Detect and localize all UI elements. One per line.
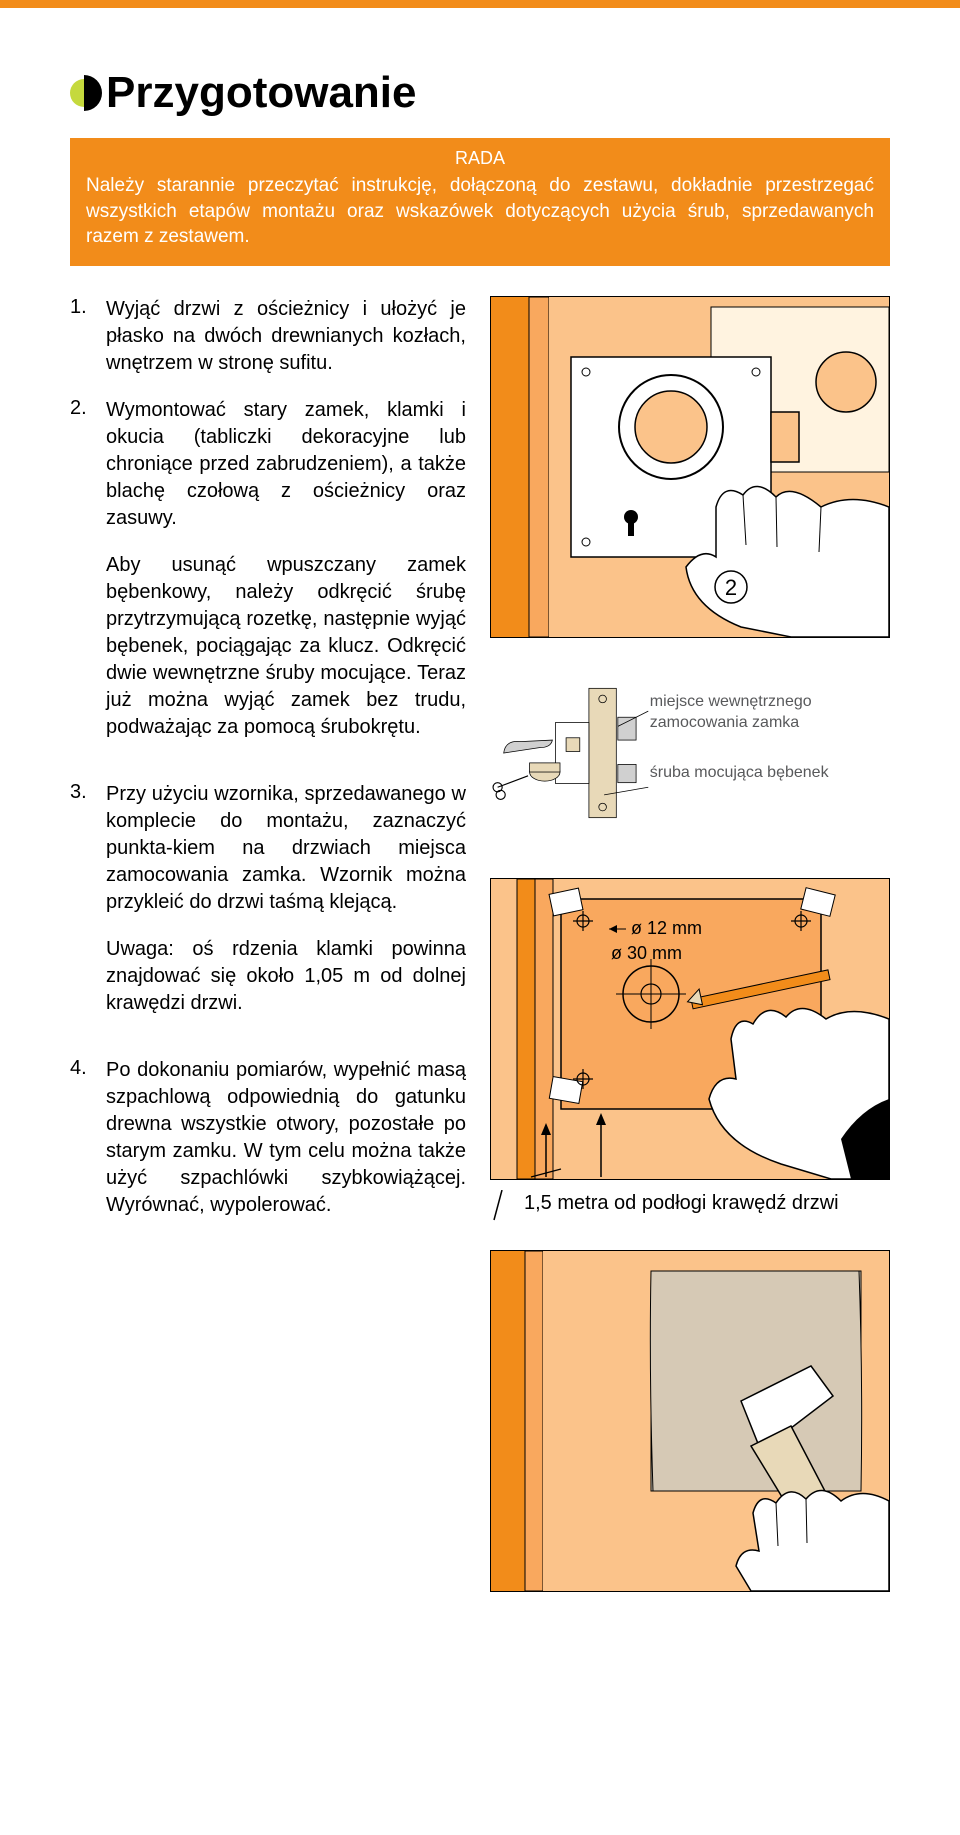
step-text: Po dokonaniu pomiarów, wypełnić masą szp… — [106, 1057, 466, 1219]
illustration-lock-removal: 2 — [490, 296, 890, 638]
step-number: 1. — [70, 296, 106, 377]
step-4: 4. Po dokonaniu pomiarów, wypełnić masą … — [70, 1057, 466, 1219]
illustration-putty — [490, 1250, 890, 1592]
lock-diagram-icon — [490, 658, 650, 848]
page-title: Przygotowanie — [106, 68, 417, 118]
step-3: 3. Przy użyciu wzornika, sprzedawanego w… — [70, 781, 466, 1037]
caption-text: 1,5 metra od podłogi krawędź drzwi — [524, 1190, 839, 1216]
step-1: 1. Wyjąć drzwi z ościeżnicy i ułożyć je … — [70, 296, 466, 377]
content-area: Przygotowanie RADA Należy starannie prze… — [0, 8, 960, 1652]
advice-label: RADA — [86, 148, 874, 169]
step-text-main: Przy użyciu wzornika, sprzedawanego w ko… — [106, 781, 466, 916]
right-column: 2 — [490, 296, 890, 1612]
step-2: 2. Wymontować stary zamek, klamki i okuc… — [70, 397, 466, 761]
step-text-extra: Aby usunąć wpuszczany zamek bębenkowy, n… — [106, 552, 466, 741]
lock-mechanism-diagram: miejsce wewnętrznego zamocowania zamka ś… — [490, 658, 890, 848]
badge-number: 2 — [725, 575, 737, 600]
arrow-icon — [490, 1190, 514, 1230]
step-text: Wyjąć drzwi z ościeżnicy i ułożyć je pła… — [106, 296, 466, 377]
svg-text:ø 30 mm: ø 30 mm — [611, 943, 682, 963]
step-text-main: Wymontować stary zamek, klamki i okucia … — [106, 397, 466, 532]
label-top: miejsce wewnętrznego zamocowania zamka — [650, 692, 890, 734]
diagram-labels: miejsce wewnętrznego zamocowania zamka ś… — [650, 692, 890, 814]
advice-text: Należy starannie przeczytać instrukcję, … — [86, 173, 874, 250]
svg-text:ø 12 mm: ø 12 mm — [631, 918, 702, 938]
illustration-template: ø 12 mm ø 30 mm — [490, 878, 890, 1180]
step-number: 4. — [70, 1057, 106, 1219]
step-text: Wymontować stary zamek, klamki i okucia … — [106, 397, 466, 761]
header: Przygotowanie — [70, 68, 890, 118]
step-number: 2. — [70, 397, 106, 761]
section-bullet-icon — [70, 73, 98, 113]
illustration-caption: 1,5 metra od podłogi krawędź drzwi — [490, 1190, 890, 1230]
label-bottom: śruba mocująca bębenek — [650, 763, 890, 784]
step-number: 3. — [70, 781, 106, 1037]
advice-box: RADA Należy starannie przeczytać instruk… — [70, 138, 890, 266]
page-root: Przygotowanie RADA Należy starannie prze… — [0, 0, 960, 1652]
step-text: Przy użyciu wzornika, sprzedawanego w ko… — [106, 781, 466, 1037]
top-accent-bar — [0, 0, 960, 8]
left-column: 1. Wyjąć drzwi z ościeżnicy i ułożyć je … — [70, 296, 466, 1612]
step-text-extra: Uwaga: oś rdzenia klamki powinna znajdow… — [106, 936, 466, 1017]
two-column-layout: 1. Wyjąć drzwi z ościeżnicy i ułożyć je … — [70, 296, 890, 1612]
